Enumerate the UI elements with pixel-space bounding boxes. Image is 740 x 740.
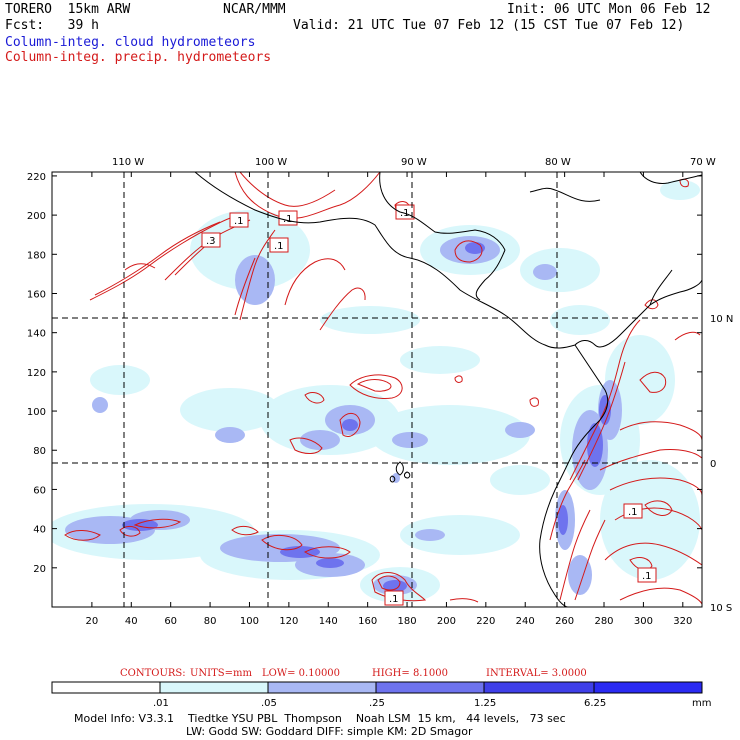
colorbar-bin — [268, 682, 376, 693]
x-tick-label: 220 — [476, 616, 495, 627]
forecast-hour: Fcst: 39 h — [5, 18, 99, 33]
x-tick-label: 180 — [397, 616, 416, 627]
y-tick-label: 180 — [27, 250, 46, 261]
colorbar: .01 .05 .25 1.25 6.25 mm — [51, 681, 711, 709]
colorbar-unit: mm — [692, 698, 711, 709]
organization-label: NCAR/MMM — [223, 2, 286, 17]
lon-label: 90 W — [401, 157, 427, 168]
y-tick-label: 40 — [33, 525, 46, 536]
lat-label: 0 — [710, 459, 716, 470]
plot-frame — [51, 171, 703, 608]
init-time: Init: 06 UTC Mon 06 Feb 12 — [507, 2, 711, 17]
y-tick-label: 200 — [27, 211, 46, 222]
contour-label: .3 — [206, 236, 216, 247]
axis-ticks — [52, 172, 702, 607]
x-tick-label: 260 — [555, 616, 574, 627]
valid-time: Valid: 21 UTC Tue 07 Feb 12 (15 CST Tue … — [293, 18, 685, 33]
contours-label: CONTOURS: — [120, 668, 186, 679]
x-tick-label: 320 — [673, 616, 692, 627]
lon-label: 110 W — [112, 157, 144, 168]
right-latitude-labels: 10 N 0 10 S — [710, 314, 733, 614]
contour-label-boxes: .1 .3 .1 .1 .1 .1 .1 .1 — [201, 204, 657, 606]
y-tick-label: 60 — [33, 485, 46, 496]
model-info-line1: Model Info: V3.3.1 Tiedtke YSU PBL Thomp… — [74, 712, 566, 725]
top-longitude-labels: 110 W 100 W 90 W 80 W 70 W — [112, 157, 716, 168]
contour-label: .1 — [389, 594, 399, 605]
model-title: TORERO 15km ARW — [5, 2, 131, 17]
y-tick-label: 80 — [33, 446, 46, 457]
colorbar-bin — [52, 682, 160, 693]
x-tick-label: 140 — [319, 616, 338, 627]
y-tick-label: 20 — [33, 564, 46, 575]
graticule — [52, 172, 702, 607]
x-tick-label: 60 — [164, 616, 177, 627]
colorbar-level: .01 — [153, 698, 169, 709]
contours-high: HIGH= 8.1000 — [372, 668, 448, 679]
x-tick-label: 240 — [516, 616, 535, 627]
y-tick-label: 140 — [27, 329, 46, 340]
y-index-labels: 220 200 180 160 140 120 100 80 60 40 20 — [27, 172, 46, 575]
contour-label: .1 — [274, 241, 284, 252]
x-tick-label: 40 — [125, 616, 138, 627]
x-tick-label: 160 — [358, 616, 377, 627]
x-tick-label: 200 — [437, 616, 456, 627]
x-index-labels: 20 40 60 80 100 120 140 160 180 200 220 240 260 280 30… — [86, 616, 693, 627]
lon-label: 100 W — [255, 157, 287, 168]
y-tick-label: 120 — [27, 368, 46, 379]
contour-label: .1 — [234, 216, 244, 227]
colorbar-bin — [594, 682, 702, 693]
contour-info: CONTOURS: UNITS=mm LOW= 0.10000 HIGH= 8.… — [120, 668, 587, 679]
hydrometeor-field: .1 .3 .1 .1 .1 .1 .1 .1 — [52, 172, 702, 607]
x-tick-label: 280 — [594, 616, 613, 627]
lat-label: 10 S — [710, 603, 732, 614]
x-tick-label: 300 — [634, 616, 653, 627]
lat-label: 10 N — [710, 314, 733, 325]
x-tick-label: 80 — [204, 616, 217, 627]
x-tick-label: 100 — [240, 616, 259, 627]
contours-units: UNITS=mm — [190, 668, 253, 679]
cloud-heavy-shading — [122, 242, 611, 592]
contours-interval: INTERVAL= 3.0000 — [486, 668, 587, 679]
colorbar-bin — [484, 682, 594, 693]
precip-field-title: Column-integ. precip. hydrometeors — [5, 50, 272, 65]
colorbar-bin — [160, 682, 268, 693]
y-tick-label: 160 — [27, 289, 46, 300]
cloud-field-title: Column-integ. cloud hydrometeors — [5, 35, 256, 50]
colorbar-level: .25 — [369, 698, 385, 709]
contour-label: .1 — [283, 214, 293, 225]
colorbar-level: 6.25 — [584, 698, 606, 709]
lon-label: 70 W — [690, 157, 716, 168]
x-tick-label: 20 — [86, 616, 99, 627]
colorbar-level: 1.25 — [474, 698, 496, 709]
colorbar-level: .05 — [261, 698, 277, 709]
lon-label: 80 W — [545, 157, 571, 168]
contour-label: .1 — [628, 507, 638, 518]
y-tick-label: 100 — [27, 407, 46, 418]
contours-low: LOW= 0.10000 — [262, 668, 340, 679]
contour-label: .1 — [642, 571, 652, 582]
y-tick-label: 220 — [27, 172, 46, 183]
model-info-line2: LW: Godd SW: Goddard DIFF: simple KM: 2D… — [186, 725, 473, 738]
x-tick-label: 120 — [279, 616, 298, 627]
colorbar-bin — [376, 682, 484, 693]
